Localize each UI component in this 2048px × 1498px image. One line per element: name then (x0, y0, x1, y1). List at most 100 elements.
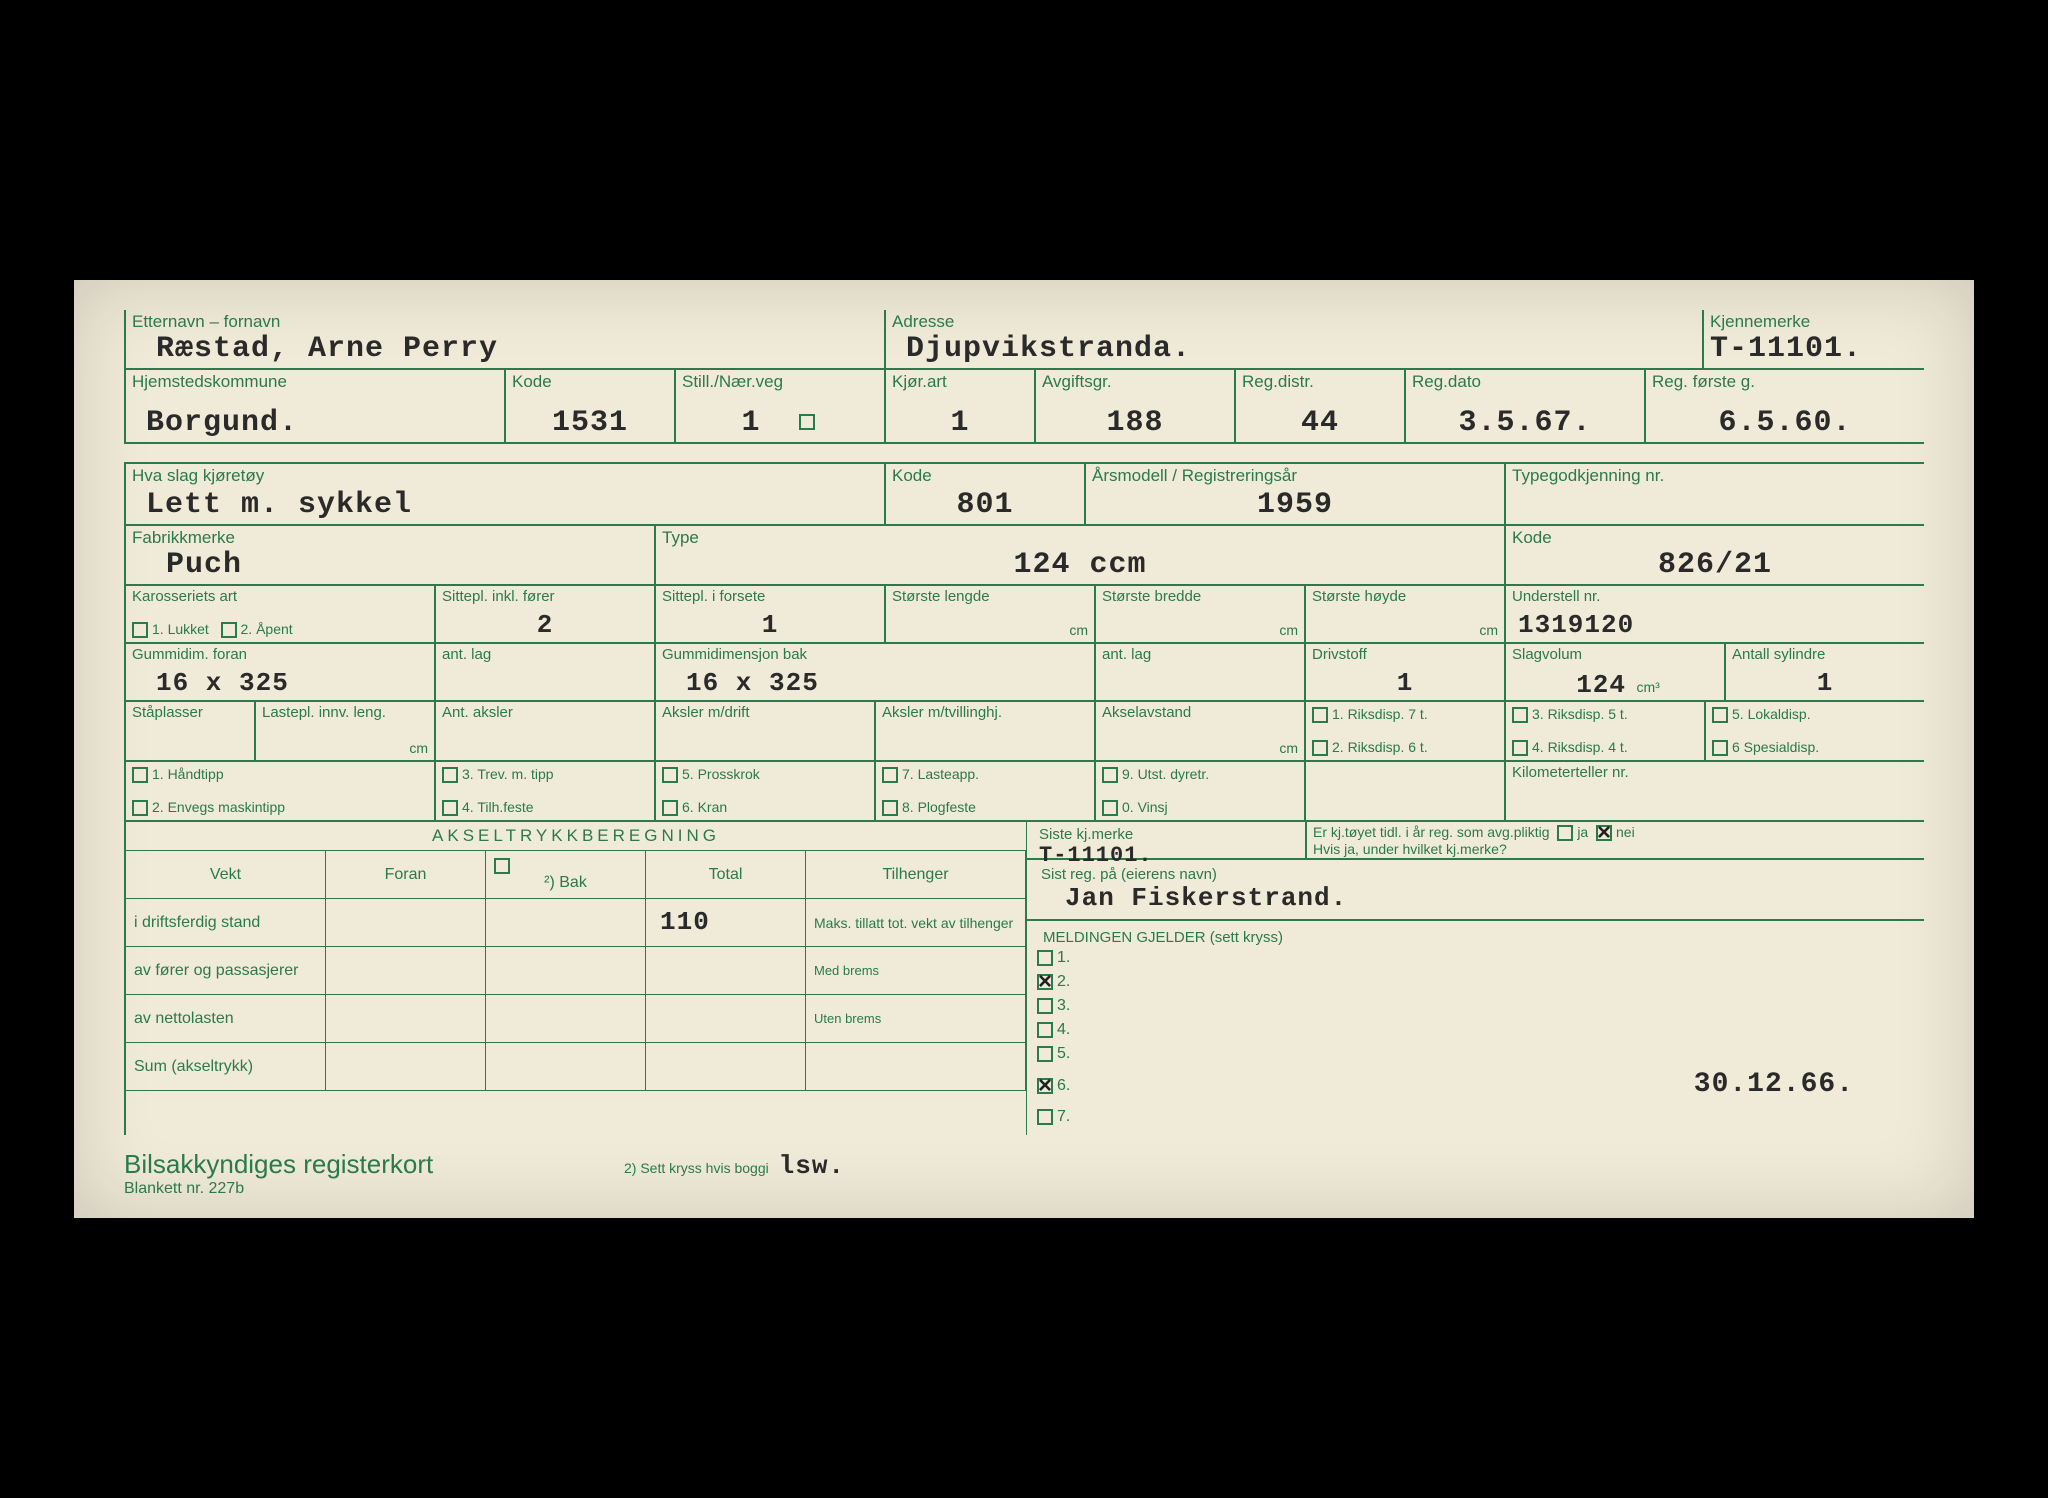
mark-label: Kjennemerke (1704, 310, 1924, 332)
row2: Hjemstedskommune Borgund. Kode 1531 Stil… (124, 370, 1924, 444)
akselavstand: Akselavstand (1096, 702, 1304, 721)
lasteapp-chk[interactable] (882, 767, 898, 783)
vinsj-chk[interactable] (1102, 800, 1118, 816)
tilh-chk[interactable] (442, 800, 458, 816)
boggi-note: 2) Sett kryss hvis boggi (624, 1160, 769, 1176)
address-label: Adresse (886, 310, 1702, 332)
sitteplf-value: 1 (656, 610, 884, 642)
kjorart-label: Kjør.art (886, 370, 1034, 392)
ja-chk[interactable] (1557, 825, 1573, 841)
type-value: 124 ccm (656, 548, 1504, 584)
karosseri-label: Karosseriets art (126, 586, 434, 605)
regdato-value: 3.5.67. (1406, 406, 1644, 442)
sittepl-label: Sittepl. inkl. fører (436, 586, 654, 605)
lokal-chk[interactable] (1712, 707, 1728, 723)
slagvol-label: Slagvolum (1506, 644, 1724, 663)
mark-value: T-11101. (1704, 332, 1924, 368)
typegodk-value (1506, 522, 1924, 524)
maks-label: Maks. tillatt tot. vekt av tilhenger (806, 899, 1026, 947)
utst-chk[interactable] (1102, 767, 1118, 783)
riks5-chk[interactable] (1512, 707, 1528, 723)
slagvol-value: 124 (1570, 670, 1632, 702)
apent-checkbox[interactable] (221, 622, 237, 638)
m4-chk[interactable] (1037, 1022, 1053, 1038)
riks7-chk[interactable] (1312, 707, 1328, 723)
drifts-label: i driftsferdig stand (126, 899, 326, 947)
pross-chk[interactable] (662, 767, 678, 783)
regdistr-label: Reg.distr. (1236, 370, 1404, 392)
akslertvill: Aksler m/tvillinghj. (876, 702, 1094, 721)
utenbrems: Uten brems (806, 995, 1026, 1043)
address-value: Djupvikstranda. (886, 332, 1702, 368)
aksler: Ant. aksler (436, 702, 654, 721)
riks4-chk[interactable] (1512, 740, 1528, 756)
kode4-value: 826/21 (1506, 548, 1924, 584)
total-drifts: 110 (654, 907, 797, 939)
still-checkbox[interactable] (799, 414, 815, 430)
fabrikk-value: Puch (126, 548, 654, 584)
regdistr-value: 44 (1236, 406, 1404, 442)
kode3-label: Kode (886, 464, 1084, 486)
meldingen-label: MELDINGEN GJELDER (sett kryss) (1037, 927, 1914, 946)
gummif-value: 16 x 325 (126, 668, 434, 700)
kran-chk[interactable] (662, 800, 678, 816)
kode-value: 1531 (506, 406, 674, 442)
aksel-header: Vekt Foran ²) Bak Total Tilhenger (126, 851, 1026, 899)
m2-chk[interactable] (1037, 974, 1053, 990)
trev-chk[interactable] (442, 767, 458, 783)
kmteller-label: Kilometerteller nr. (1506, 762, 1924, 781)
syl-label: Antall sylindre (1726, 644, 1924, 663)
envegs-chk[interactable] (132, 800, 148, 816)
staplasser: Ståplasser (126, 702, 254, 721)
akslerdrift: Aksler m/drift (656, 702, 874, 721)
row3: Hva slag kjøretøy Lett m. sykkel Kode 80… (124, 462, 1924, 526)
plog-chk[interactable] (882, 800, 898, 816)
lower-section: AKSELTRYKKBEREGNING Vekt Foran ²) Bak To… (124, 822, 1924, 1135)
spesial-chk[interactable] (1712, 740, 1728, 756)
bak-boggi-chk[interactable] (494, 858, 510, 874)
sittepl-value: 2 (436, 610, 654, 642)
sum-label: Sum (akseltrykk) (126, 1043, 326, 1091)
sistreg-value: Jan Fiskerstrand. (1035, 883, 1916, 915)
kommune-label: Hjemstedskommune (126, 370, 504, 392)
m1-chk[interactable] (1037, 950, 1053, 966)
footer-blankett: Blankett nr. 227b (124, 1180, 624, 1198)
kode-label: Kode (506, 370, 674, 392)
avgift-value: 188 (1036, 406, 1234, 442)
row6: Gummidim. foran 16 x 325 ant. lag Gummid… (124, 644, 1924, 702)
header-row: Etternavn – fornavn Ræstad, Arne Perry A… (124, 310, 1924, 370)
nei-chk[interactable] (1596, 825, 1612, 841)
netto-label: av nettolasten (126, 995, 326, 1043)
m5-chk[interactable] (1037, 1046, 1053, 1062)
lastepl: Lastepl. innv. leng. (256, 702, 434, 721)
regdato-label: Reg.dato (1406, 370, 1644, 392)
riks6-chk[interactable] (1312, 740, 1328, 756)
bredde-label: Største bredde (1096, 586, 1304, 605)
kommune-value: Borgund. (126, 406, 504, 442)
registration-card: Etternavn – fornavn Ræstad, Arne Perry A… (74, 280, 1974, 1218)
gummib-label: Gummidimensjon bak (656, 644, 1094, 663)
understell-value: 1319120 (1506, 610, 1924, 642)
slag-label: Hva slag kjøretøy (126, 464, 884, 486)
m6-chk[interactable] (1037, 1078, 1053, 1094)
lukket-checkbox[interactable] (132, 622, 148, 638)
arsmodell-value: 1959 (1086, 488, 1504, 524)
type-label: Type (656, 526, 1504, 548)
sistreg-label: Sist reg. på (eierens navn) (1035, 864, 1916, 883)
aksel-title: AKSELTRYKKBEREGNING (126, 822, 1026, 851)
drivstoff-label: Drivstoff (1306, 644, 1504, 663)
regforste-label: Reg. første g. (1646, 370, 1924, 392)
fabrikk-label: Fabrikkmerke (126, 526, 654, 548)
syl-value: 1 (1726, 668, 1924, 700)
row4: Fabrikkmerke Puch Type 124 ccm Kode 826/… (124, 526, 1924, 586)
m3-chk[interactable] (1037, 998, 1053, 1014)
forer-label: av fører og passasjerer (126, 947, 326, 995)
name-label: Etternavn – fornavn (126, 310, 884, 332)
avgift-label: Avgiftsgr. (1036, 370, 1234, 392)
antlagb-label: ant. lag (1096, 644, 1304, 663)
dato-value: 30.12.66. (1688, 1069, 1914, 1102)
m7-chk[interactable] (1037, 1109, 1053, 1125)
row8: 1. Håndtipp 2. Envegs maskintipp 3. Trev… (124, 762, 1924, 822)
lsw-value: lsw. (773, 1151, 851, 1183)
handtipp-chk[interactable] (132, 767, 148, 783)
